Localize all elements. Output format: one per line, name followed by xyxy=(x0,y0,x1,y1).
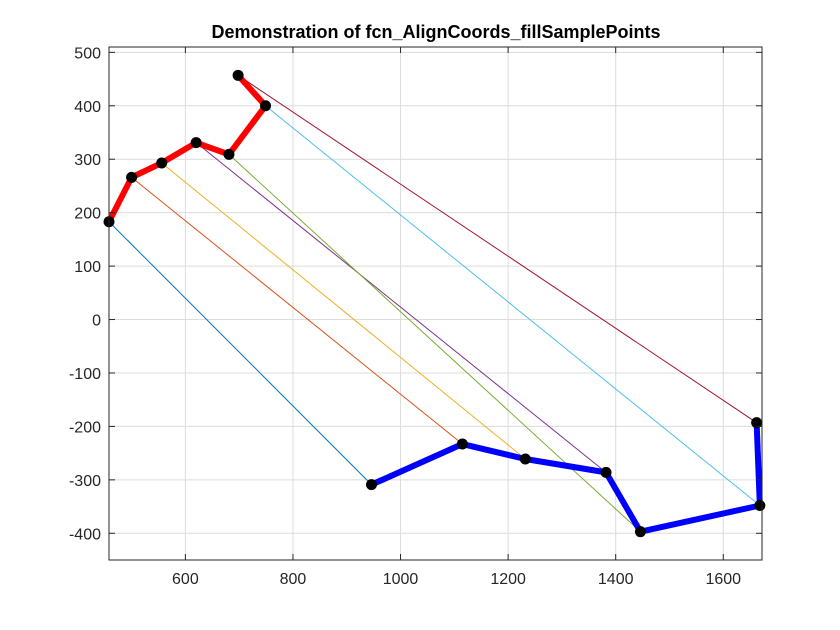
x-tick-label: 1600 xyxy=(705,571,741,588)
y-tick-label: -300 xyxy=(69,473,101,490)
data-point-2-7 xyxy=(751,417,763,429)
y-tick-label: -100 xyxy=(69,366,101,383)
data-point-2-6 xyxy=(754,499,766,511)
connector-line-3 xyxy=(161,162,526,460)
x-tick-label: 600 xyxy=(172,571,199,588)
connector-line-4 xyxy=(195,142,607,473)
markers xyxy=(103,69,766,538)
data-point-1-3 xyxy=(156,157,168,169)
x-tick-label: 800 xyxy=(280,571,307,588)
data-point-1-4 xyxy=(190,137,202,149)
data-point-1-2 xyxy=(126,171,138,183)
y-tick-label: -200 xyxy=(69,419,101,436)
data-point-1-5 xyxy=(223,148,235,160)
y-tick-label: -400 xyxy=(69,526,101,543)
y-tick-label: 300 xyxy=(74,152,101,169)
x-axis-ticks: 600 800 1000 1200 1400 1600 xyxy=(172,47,741,588)
data-point-2-1 xyxy=(365,479,377,491)
y-axis-ticks: 500 400 300 200 100 0 -100 -200 -300 -400 xyxy=(69,45,762,543)
x-tick-label: 1000 xyxy=(383,571,419,588)
y-tick-label: 0 xyxy=(92,313,101,330)
y-tick-label: 400 xyxy=(74,99,101,116)
plot-frame xyxy=(108,46,763,561)
x-tick-label: 1200 xyxy=(490,571,526,588)
data-point-2-4 xyxy=(600,466,612,478)
series-line-1 xyxy=(106,72,269,225)
connector-line-5 xyxy=(228,154,641,533)
connector-line-7 xyxy=(237,74,757,424)
connector-line-1 xyxy=(108,221,372,486)
grid xyxy=(109,47,762,560)
connector-lines xyxy=(108,74,761,533)
connector-line-6 xyxy=(265,105,761,506)
connector-line-2 xyxy=(131,176,463,445)
y-tick-label: 200 xyxy=(74,206,101,223)
y-tick-label: 500 xyxy=(74,45,101,62)
x-tick-label: 1400 xyxy=(598,571,634,588)
data-point-1-6 xyxy=(260,100,272,112)
data-point-1-7 xyxy=(232,69,244,81)
data-point-2-2 xyxy=(456,438,468,450)
y-tick-label: 100 xyxy=(74,259,101,276)
series-line-2 xyxy=(368,419,763,535)
series-lines xyxy=(106,72,763,535)
data-point-2-3 xyxy=(519,453,531,465)
chart-title: Demonstration of fcn_AlignCoords_fillSam… xyxy=(211,22,660,42)
data-point-2-5 xyxy=(634,526,646,538)
